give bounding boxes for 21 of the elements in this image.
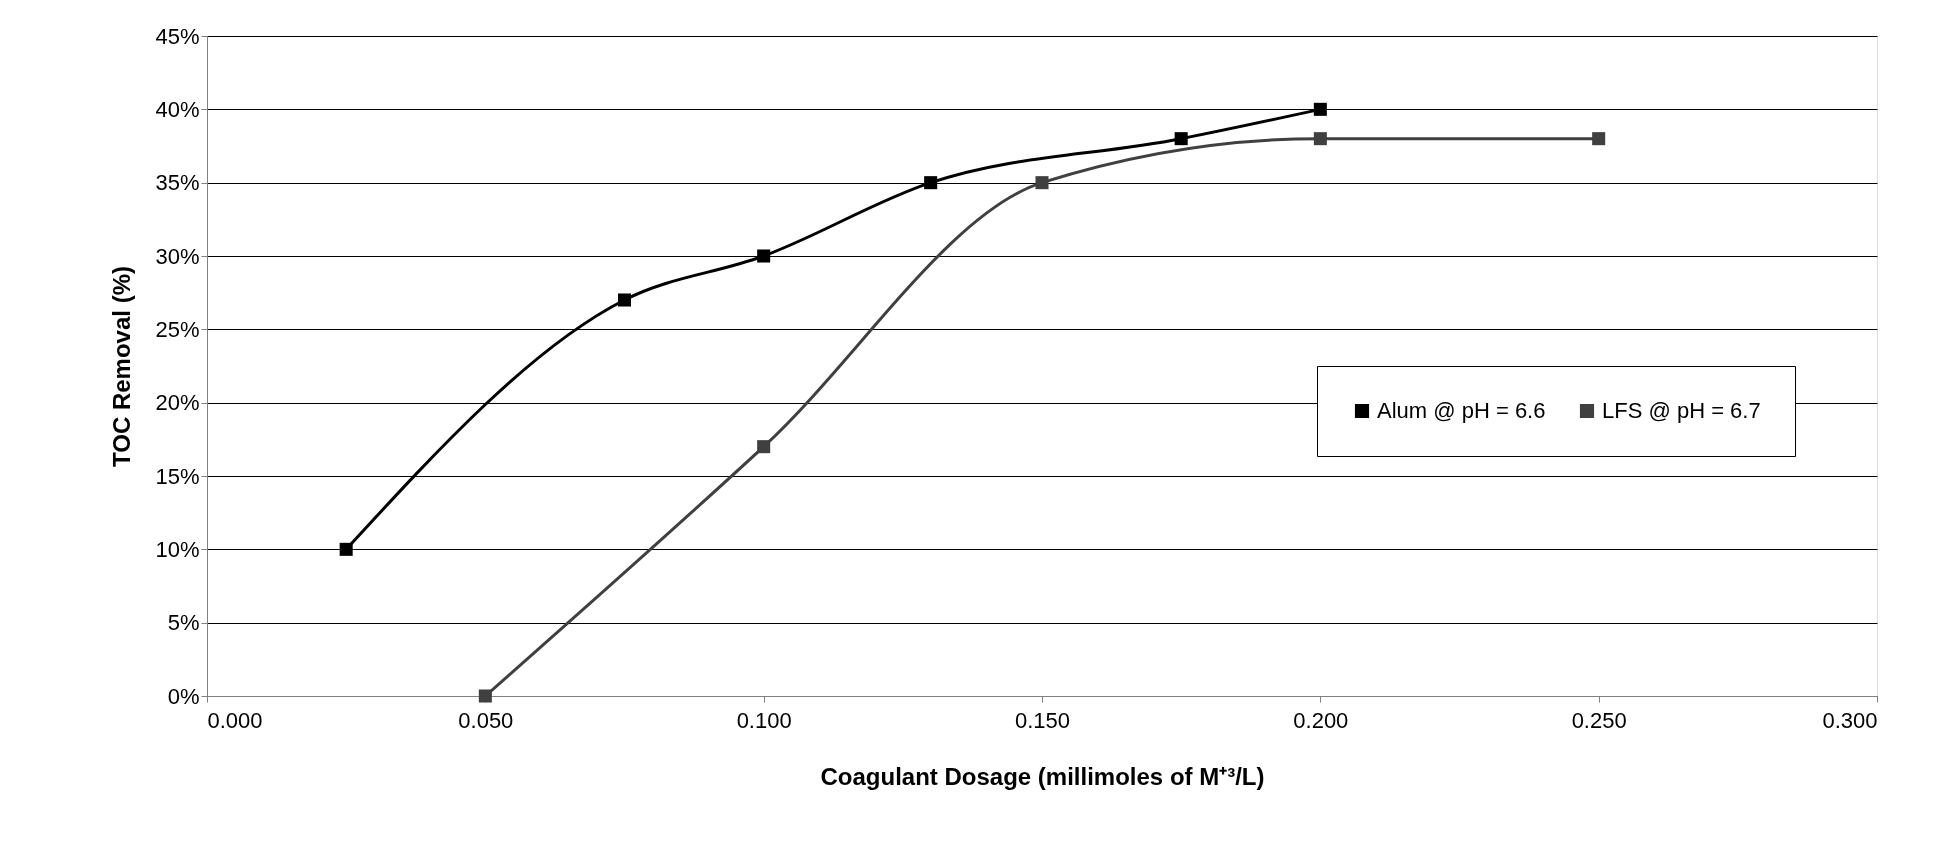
legend-label: LFS @ pH = 6.7: [1602, 398, 1761, 423]
y-tick-label: 20%: [155, 390, 200, 416]
y-tick-label: 25%: [155, 316, 200, 342]
y-axis-title: TOC Removal (%): [108, 266, 136, 467]
y-tick-label: 0%: [167, 683, 200, 709]
y-tick-label: 30%: [155, 243, 200, 269]
y-tick-label: 35%: [155, 170, 200, 196]
x-tick-label: 0.250: [1571, 707, 1627, 733]
x-tick-label: 0.100: [736, 707, 792, 733]
y-tick-label: 10%: [155, 536, 200, 562]
x-tick-label: 0.050: [458, 707, 514, 733]
x-axis-title: Coagulant Dosage (millimoles of M⁺³/L): [820, 762, 1265, 790]
x-tick-label: 0.150: [1014, 707, 1071, 733]
y-tick-label: 5%: [167, 610, 200, 636]
y-tick-label: 45%: [155, 23, 200, 49]
x-tick-label: 0.000: [207, 707, 263, 733]
x-tick-label: 0.200: [1293, 707, 1349, 733]
y-tick-label: 40%: [155, 96, 200, 122]
legend-label: Alum @ pH = 6.6: [1377, 398, 1546, 423]
x-tick-label: 0.300: [1822, 707, 1878, 733]
y-tick-label: 15%: [155, 463, 200, 489]
